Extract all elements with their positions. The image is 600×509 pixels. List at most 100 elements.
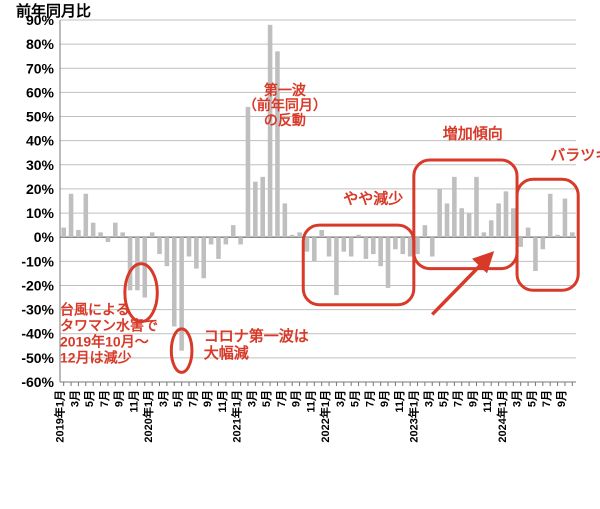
bar [194,237,199,268]
annotation-text: 大幅減 [204,344,249,362]
x-tick-label: 11月 [127,390,140,413]
x-tick-label: 5月 [525,390,538,407]
x-tick-label: 3月 [245,390,258,407]
y-tick-label: 70% [26,60,55,76]
x-tick-label: 7月 [186,390,199,407]
bar [541,237,546,249]
x-tick-label: 5月 [172,390,185,407]
bar [201,237,206,278]
annotation-text: の反動 [264,112,306,128]
bar [518,237,523,247]
y-tick-label: -40% [21,326,54,342]
bar [120,232,125,237]
bar [305,237,310,251]
x-tick-label: 2022年1月 [318,390,332,443]
bar [290,235,295,237]
bar [238,237,243,244]
annotation-text: タワマン水害で [60,317,158,333]
bar [268,25,273,237]
x-tick-label: 2021年1月 [230,390,244,443]
x-tick-label: 7月 [540,390,553,407]
y-tick-label: 30% [26,157,55,173]
bar [467,213,472,237]
annotation-text: （前年同月） [243,97,327,113]
annotation-ellipse [125,264,157,322]
x-tick-label: 3月 [422,390,435,407]
bar [356,235,361,237]
x-tick-label: 7月 [98,390,111,407]
x-tick-label: 2024年1月 [495,390,509,443]
annotation-text: 台風による [60,301,130,317]
bar [342,237,347,251]
x-tick-label: 11月 [304,390,317,413]
x-tick-label: 2019年1月 [53,390,67,443]
y-tick-label: 50% [26,109,55,125]
y-tick-label: 10% [26,205,55,221]
yoy-bar-chart: -60%-50%-40%-30%-20%-10%0%10%20%30%40%50… [0,0,600,509]
x-tick-label: 7月 [452,390,465,407]
x-tick-label: 5月 [83,390,96,407]
x-tick-label: 3月 [68,390,81,407]
annotation-text: やや減少 [343,189,403,207]
x-tick-label: 3月 [334,390,347,407]
bar [283,203,288,237]
y-tick-label: -30% [21,302,54,318]
annotation-text: 2019年10月～ [60,333,149,349]
bar [334,237,339,295]
y-tick-label: 60% [26,84,55,100]
bar [128,237,133,290]
x-tick-label: 9月 [290,390,303,407]
bar [319,230,324,237]
y-tick-label: -50% [21,350,54,366]
bar [364,237,369,259]
bar [297,232,302,237]
bar [224,237,229,244]
annotation-text: 増加傾向 [443,124,503,142]
y-tick-label: -10% [21,253,54,269]
x-tick-label: 9月 [378,390,391,407]
bar [84,194,89,237]
bar [563,199,568,238]
bar [91,223,96,237]
x-tick-label: 9月 [555,390,568,407]
bar [393,237,398,249]
bar [246,107,251,237]
annotation-text: バラツキ？ [550,147,600,164]
bar [504,191,509,237]
bar [423,225,428,237]
bar [76,230,81,237]
x-tick-label: 9月 [113,390,126,407]
bar [187,237,192,256]
bar [511,208,516,237]
annotation-text: 12月は減少 [60,349,132,365]
y-axis-title: 前年同月比 [16,2,91,20]
chart-svg: -60%-50%-40%-30%-20%-10%0%10%20%30%40%50… [0,0,600,509]
bar [459,208,464,237]
bar [445,203,450,237]
y-tick-label: -20% [21,277,54,293]
bar [312,237,317,261]
y-tick-label: 40% [26,133,55,149]
bar [496,203,501,237]
bar [430,237,435,256]
bar [157,237,162,254]
x-tick-label: 5月 [260,390,273,407]
x-tick-label: 11月 [481,390,494,413]
bar [231,225,236,237]
x-tick-label: 9月 [201,390,214,407]
bar [533,237,538,271]
bar [275,51,280,237]
y-tick-label: 80% [26,36,55,52]
y-tick-label: 0% [34,229,55,245]
bar [216,237,221,259]
bar [209,237,214,244]
bar [150,232,155,237]
bar [437,189,442,237]
bar [142,237,147,297]
bar [474,177,479,237]
annotation-text: 第一波 [264,82,307,98]
x-tick-label: 5月 [437,390,450,407]
x-tick-label: 7月 [363,390,376,407]
bar [165,237,170,266]
y-tick-label: 20% [26,181,55,197]
